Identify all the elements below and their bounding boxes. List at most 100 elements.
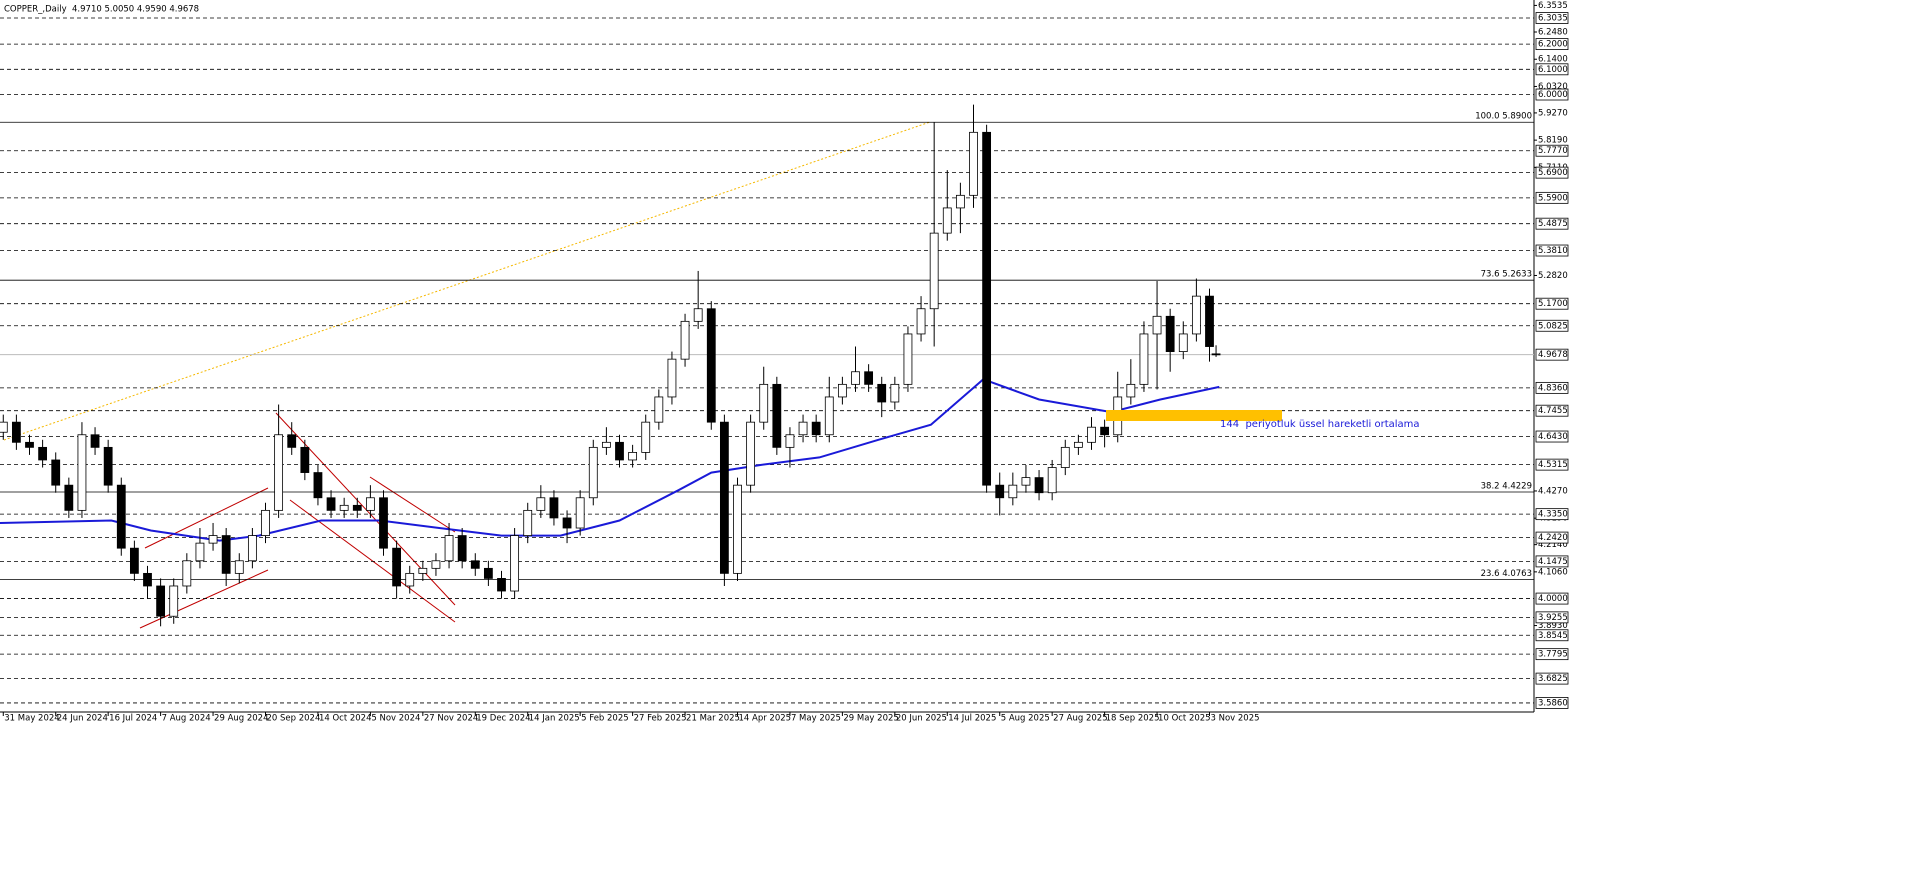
level-box	[1535, 648, 1569, 661]
candle-body	[628, 452, 638, 461]
level-label: 4.0000	[1538, 594, 1568, 604]
candle-body	[641, 421, 651, 453]
candle-body	[457, 535, 467, 562]
level-label: 5.3810	[1538, 246, 1568, 256]
x-tick-label: 29 May 2025	[843, 714, 898, 724]
candle-body	[221, 535, 231, 574]
candle-body	[746, 421, 756, 486]
candle-body	[969, 131, 978, 196]
fib-label: 100.0 5.8900	[1475, 112, 1532, 122]
candle-body	[942, 207, 952, 234]
candle-body	[536, 497, 546, 511]
level-box	[1535, 381, 1569, 394]
candle-body	[706, 308, 716, 423]
level-box	[1535, 166, 1569, 179]
candle-body	[103, 446, 113, 486]
level-box	[1535, 244, 1569, 257]
x-tick-label: 16 Jul 2024	[109, 714, 157, 724]
x-tick-label: 14 Jul 2025	[948, 714, 996, 724]
level-label: 6.2000	[1538, 40, 1568, 50]
candle-body	[824, 396, 834, 436]
candle-body	[392, 547, 402, 587]
y-tick-label: 4.1060	[1538, 567, 1568, 577]
level-box	[1535, 319, 1569, 332]
candle-body	[654, 396, 664, 423]
y-tick-label: 6.3535	[1538, 1, 1568, 11]
candle-body	[719, 421, 729, 574]
x-tick-label: 14 Jan 2025	[529, 714, 580, 724]
level-label: 6.0000	[1538, 90, 1568, 100]
candle-body	[798, 421, 808, 436]
candle-body	[234, 560, 244, 574]
candle-body	[693, 308, 703, 322]
candle-body	[77, 434, 87, 511]
candle-body	[352, 504, 362, 511]
x-tick-label: 19 Dec 2024	[476, 714, 530, 724]
candle-body	[982, 131, 992, 486]
level-box	[1535, 38, 1569, 51]
candle-body	[1211, 353, 1221, 356]
x-tick-label: 31 May 2024	[4, 714, 59, 724]
fib-label: 73.6 5.2633	[1481, 270, 1532, 280]
level-label: 5.4875	[1538, 219, 1568, 229]
level-box	[1535, 697, 1569, 709]
x-tick-label: 20 Jun 2025	[896, 714, 947, 724]
y-tick-label: 6.0320	[1538, 82, 1568, 92]
candle-body	[25, 441, 34, 448]
level-label: 5.5900	[1538, 193, 1568, 203]
last-price-label: 4.9678	[1538, 350, 1568, 360]
candle-body	[615, 441, 624, 461]
candle-body	[601, 441, 611, 448]
level-label: 4.6430	[1538, 432, 1568, 442]
x-tick-label: 3 Nov 2025	[1211, 714, 1260, 724]
x-tick-label: 24 Jun 2024	[57, 714, 108, 724]
candle-body	[143, 572, 152, 587]
trend-line	[3, 121, 931, 441]
y-tick-label: 3.8930	[1538, 621, 1568, 631]
x-tick-label: 29 Aug 2024	[214, 714, 268, 724]
candle-body	[1047, 467, 1057, 494]
level-label: 4.5315	[1538, 460, 1568, 470]
annotation: 144 periyotluk üssel hareketli ortalama	[1220, 419, 1420, 430]
channel-line	[289, 499, 456, 623]
candle-body	[903, 333, 913, 385]
level-label: 4.3350	[1538, 510, 1568, 520]
candle-body	[326, 497, 336, 511]
y-tick-label: 4.4270	[1538, 486, 1568, 496]
candle-body	[864, 371, 874, 385]
level-label: 6.1000	[1538, 65, 1568, 75]
candle-body	[785, 434, 795, 448]
candle-body	[837, 383, 847, 398]
candle-body	[772, 383, 782, 448]
channel-line	[144, 487, 269, 549]
level-box	[1535, 629, 1569, 642]
level-box	[1535, 508, 1569, 521]
y-tick-label: 5.2820	[1538, 271, 1568, 281]
candle-body	[11, 421, 21, 443]
y-tick-label: 6.1400	[1538, 55, 1568, 65]
x-tick-label: 27 Feb 2025	[634, 714, 687, 724]
candle-body	[1073, 441, 1083, 448]
x-tick-label: 5 Aug 2025	[1001, 714, 1050, 724]
candle-body	[156, 585, 166, 617]
candle-body	[431, 560, 441, 569]
candle-body	[929, 232, 939, 310]
candle-body	[261, 509, 270, 536]
candle-body	[877, 383, 887, 403]
candle-body	[1060, 446, 1070, 468]
level-box	[1535, 88, 1569, 101]
level-box	[1535, 144, 1569, 157]
candle-body	[562, 517, 572, 529]
level-label: 3.5860	[1538, 698, 1568, 708]
x-tick-label: 18 Sep 2025	[1106, 714, 1160, 724]
candle-body	[64, 484, 74, 511]
candle-body	[0, 421, 8, 433]
x-tick-label: 21 Mar 2025	[686, 714, 740, 724]
candle-body	[916, 308, 926, 335]
level-label: 3.7795	[1538, 650, 1568, 660]
candle-body	[169, 585, 179, 617]
candle-body	[890, 383, 900, 403]
candle-body	[418, 567, 428, 574]
candle-body	[1034, 477, 1044, 494]
